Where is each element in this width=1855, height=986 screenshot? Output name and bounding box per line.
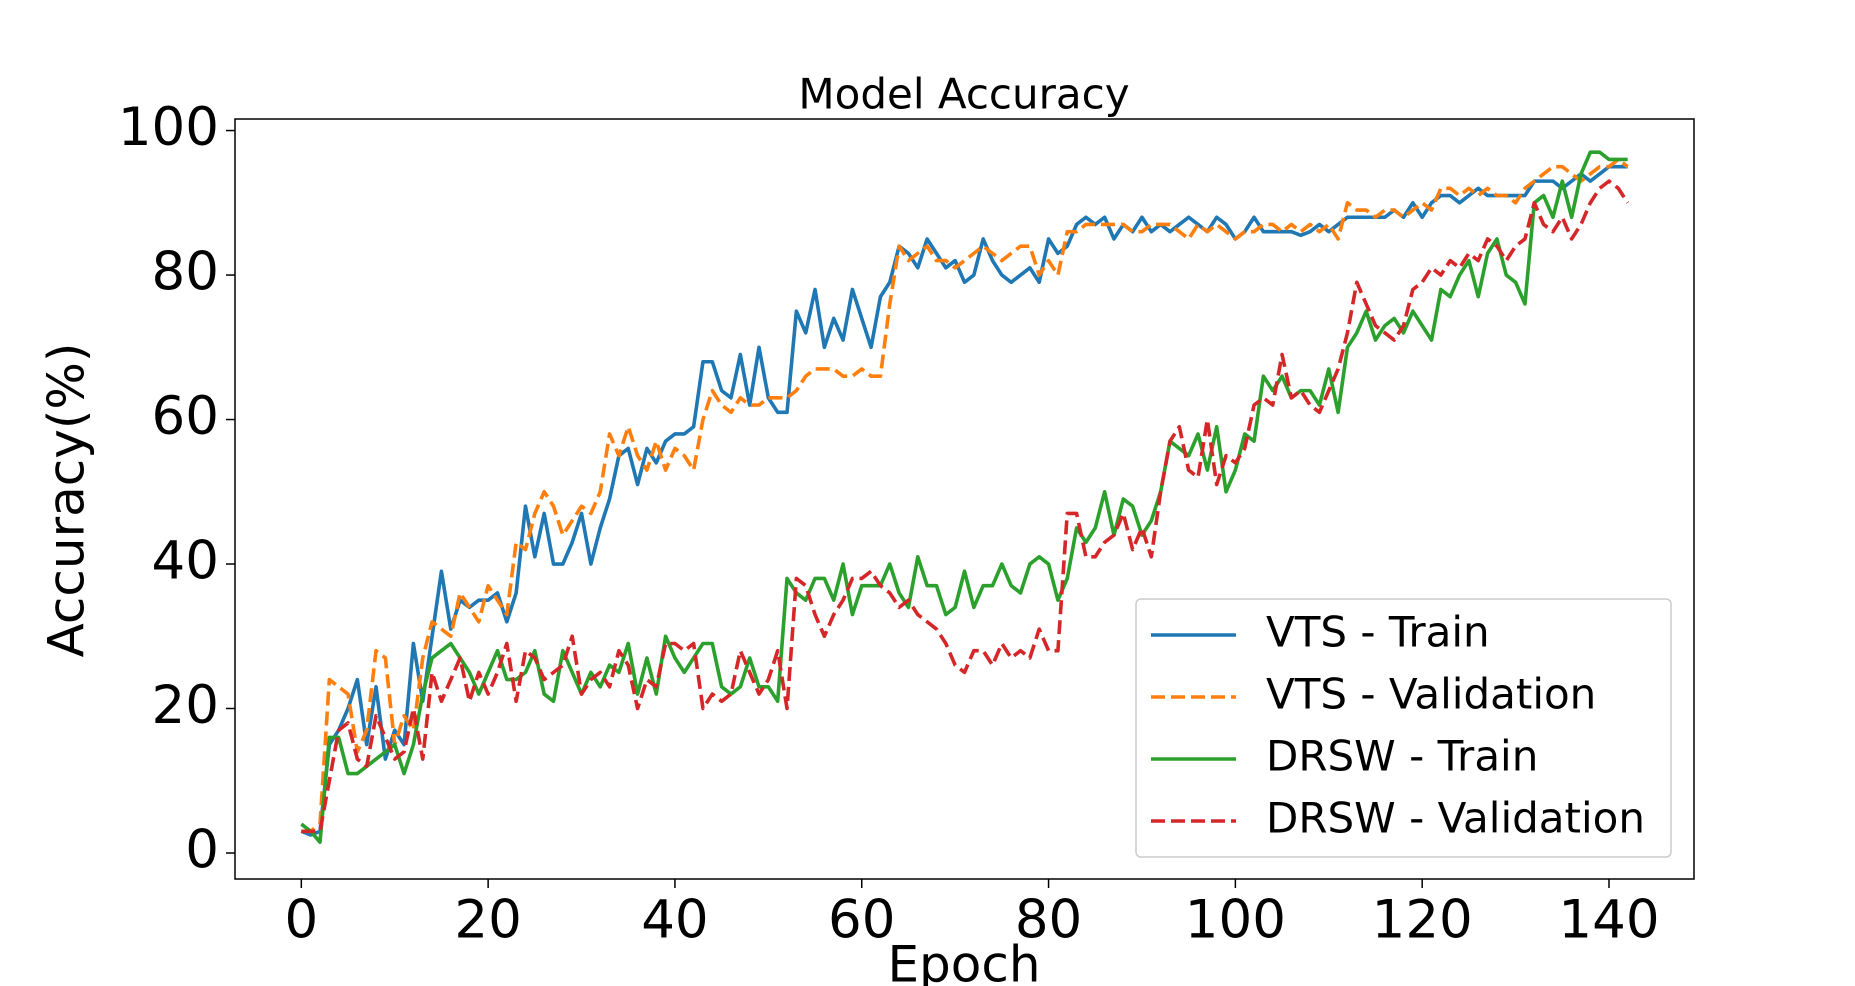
x-tick-label: 20 [454,890,521,951]
x-tick-label: 0 [284,890,318,951]
x-tick-label: 100 [1185,890,1286,951]
legend-label: VTS - Validation [1266,670,1596,719]
x-tick-label: 80 [1015,890,1082,951]
chart-title: Model Accuracy [798,70,1129,119]
series-line [300,164,1628,837]
plot-frame [234,118,1695,880]
y-axis-label: Accuracy(%) [38,343,96,658]
series-line [301,179,1630,834]
y-tick-label: 100 [118,97,219,158]
x-tick-label: 140 [1558,890,1659,951]
x-tick-label: 40 [641,890,708,951]
legend-label: VTS - Train [1266,608,1490,657]
legend-label: DRSW - Train [1266,732,1538,781]
y-tick-label: 40 [152,531,219,592]
y-tick-label: 80 [152,242,219,303]
y-tick-label: 20 [152,675,219,736]
y-tick-label: 60 [152,386,219,447]
y-tick-label: 0 [185,820,219,881]
series-line [301,157,1629,834]
x-axis-label: Epoch [887,936,1040,986]
x-tick-label: 60 [828,890,895,951]
legend-box [1135,598,1672,858]
legend-label: DRSW - Validation [1266,794,1645,843]
x-tick-label: 120 [1372,890,1473,951]
